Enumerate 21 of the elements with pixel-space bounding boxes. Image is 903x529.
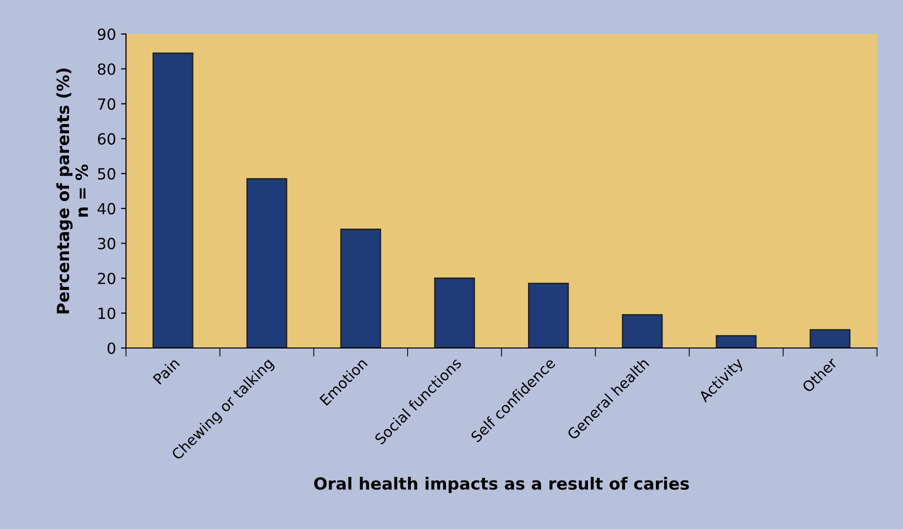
y-tick-label: 0 [108,342,116,354]
bar [528,282,569,348]
bar [434,278,475,348]
y-tick-label: 80 [98,63,116,75]
x-axis-title: Oral health impacts as a result of caries [314,476,689,494]
bar [810,329,850,348]
bar [716,335,757,348]
y-tick-label: 20 [98,272,116,284]
y-tick-label: 70 [98,98,116,110]
bar [246,178,288,348]
y-tick-label: 60 [98,133,116,145]
y-tick-label: 40 [98,202,116,214]
bar [152,52,194,348]
bar [622,314,663,348]
y-tick-label: 10 [98,308,116,320]
bar [340,228,382,348]
y-tick-label: 30 [98,238,116,250]
y-axis-title: Percentage of parents (%) n = % [56,68,88,314]
y-tick-label: 50 [98,168,116,180]
y-tick-label: 90 [98,28,116,40]
x-tick-label: Pain [152,357,180,385]
